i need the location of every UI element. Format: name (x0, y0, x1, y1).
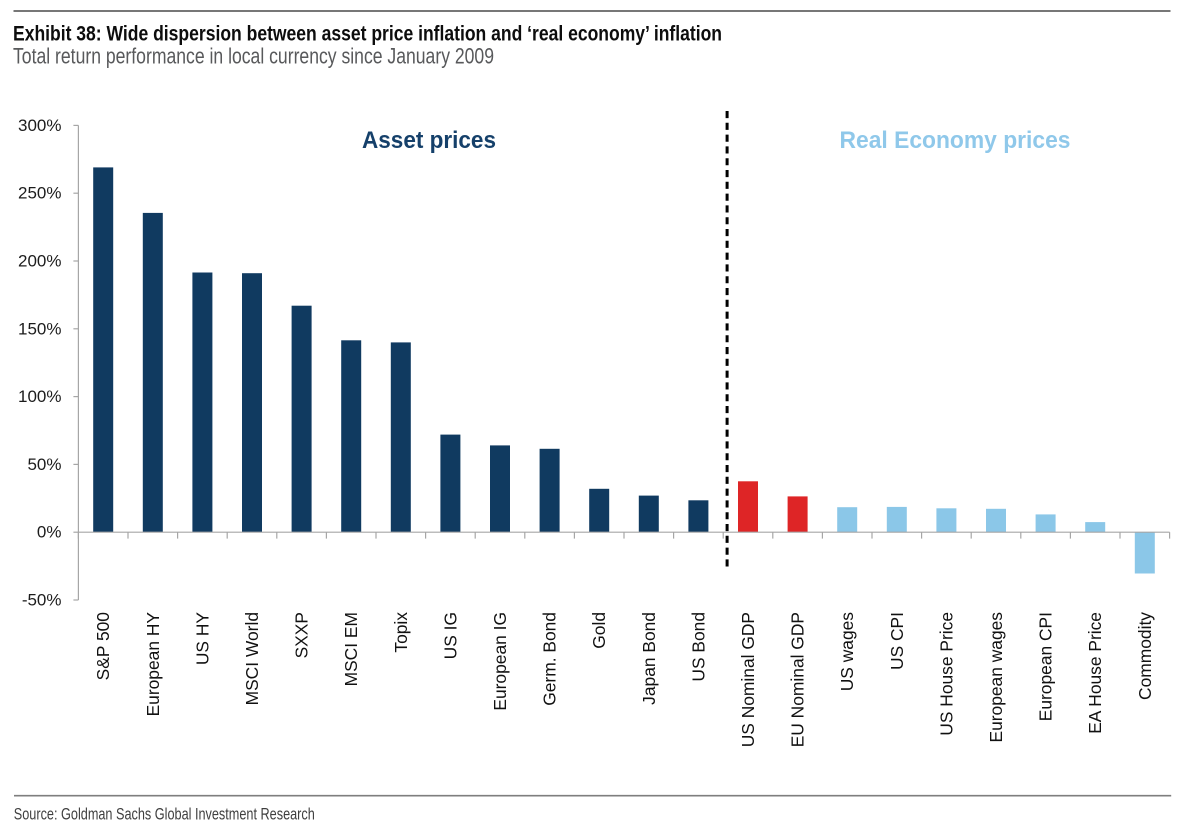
svg-text:MSCI World: MSCI World (242, 612, 262, 705)
svg-text:-50%: -50% (22, 591, 62, 610)
svg-text:Topix: Topix (391, 612, 411, 653)
svg-text:Germ. Bond: Germ. Bond (540, 612, 560, 706)
svg-text:European IG: European IG (490, 612, 510, 711)
svg-text:US wages: US wages (837, 612, 857, 692)
svg-text:50%: 50% (27, 455, 61, 474)
svg-text:0%: 0% (37, 523, 62, 542)
svg-text:150%: 150% (18, 319, 61, 338)
svg-text:European HY: European HY (143, 612, 163, 717)
svg-text:European CPI: European CPI (1036, 612, 1056, 721)
svg-text:100%: 100% (18, 387, 61, 406)
svg-text:300%: 300% (18, 116, 61, 135)
svg-text:Gold: Gold (589, 612, 609, 649)
svg-text:Total return performance in lo: Total return performance in local curren… (13, 44, 494, 69)
svg-text:US IG: US IG (440, 612, 460, 659)
svg-text:Commodity: Commodity (1135, 612, 1155, 700)
svg-text:Asset prices: Asset prices (362, 127, 496, 154)
svg-text:Exhibit 38: Wide dispersion be: Exhibit 38: Wide dispersion between asse… (13, 22, 722, 45)
svg-text:SXXP: SXXP (292, 612, 312, 658)
svg-text:S&P 500: S&P 500 (93, 612, 113, 680)
svg-text:EA House Price: EA House Price (1085, 612, 1105, 734)
svg-text:Real Economy prices: Real Economy prices (840, 127, 1071, 154)
svg-text:US Bond: US Bond (688, 612, 708, 682)
svg-text:US HY: US HY (192, 612, 212, 666)
svg-text:US CPI: US CPI (887, 612, 907, 670)
svg-text:US House Price: US House Price (936, 612, 956, 736)
svg-text:MSCI EM: MSCI EM (341, 612, 361, 686)
svg-text:European wages: European wages (986, 612, 1006, 743)
svg-text:250%: 250% (18, 184, 61, 203)
svg-text:200%: 200% (18, 252, 61, 271)
svg-text:Japan Bond: Japan Bond (639, 612, 659, 705)
svg-text:EU Nominal GDP: EU Nominal GDP (788, 612, 808, 747)
svg-text:US Nominal GDP: US Nominal GDP (738, 612, 758, 747)
svg-text:Source: Goldman Sachs Global I: Source: Goldman Sachs Global Investment … (14, 805, 315, 824)
